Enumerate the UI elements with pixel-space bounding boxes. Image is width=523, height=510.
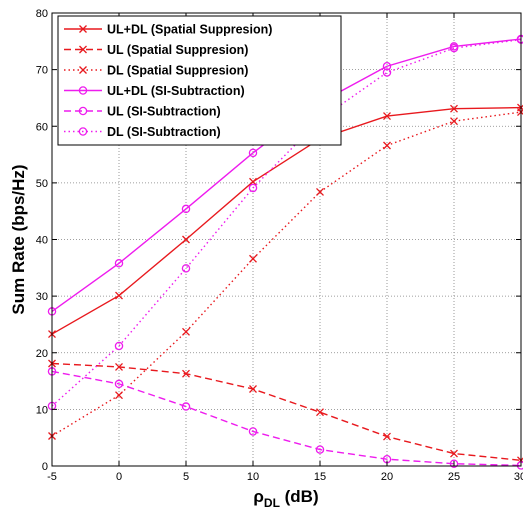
- legend-item: DL (Spatial Suppresion): [64, 64, 248, 78]
- legend-marker: [78, 127, 88, 136]
- x-marker-stroke: [383, 112, 391, 121]
- legend-item: DL (SI-Subtraction): [64, 125, 221, 139]
- y-axis-label: Sum Rate (bps/Hz): [9, 164, 28, 314]
- data-point: [316, 187, 324, 196]
- data-point: [450, 104, 458, 113]
- legend: UL+DL (Spatial Suppresion) UL (Spatial Su…: [57, 15, 342, 146]
- y-tick-label: 40: [36, 235, 48, 247]
- x-marker-stroke: [249, 177, 257, 186]
- data-point: [182, 327, 190, 336]
- data-point: [248, 148, 258, 158]
- x-marker-stroke: [249, 385, 257, 393]
- x-axis-label-unit: (dB): [280, 487, 319, 506]
- data-point: [450, 449, 458, 458]
- legend-marker: [79, 45, 87, 54]
- x-marker-stroke: [115, 362, 123, 371]
- y-tick-label: 70: [36, 65, 48, 77]
- x-marker-stroke: [450, 117, 458, 126]
- x-axis-label-subscript: DL: [264, 496, 280, 510]
- x-tick-label: 30: [514, 471, 523, 483]
- x-axis-label: ρDL (dB): [253, 487, 318, 510]
- x-marker-stroke: [450, 104, 458, 113]
- legend-label: DL (SI-Subtraction): [107, 125, 221, 139]
- y-tick-label: 10: [36, 404, 48, 416]
- data-point: [382, 68, 392, 77]
- x-tick-label: -5: [47, 471, 57, 483]
- series-line: [51, 370, 522, 467]
- y-tick-label: 0: [42, 461, 48, 473]
- data-point: [114, 259, 124, 268]
- data-point: [450, 117, 458, 126]
- x-marker-stroke: [316, 408, 324, 417]
- x-tick-label: 20: [381, 471, 393, 483]
- data-point: [449, 459, 459, 468]
- y-tick-label: 50: [36, 178, 48, 190]
- series-line: [51, 362, 522, 462]
- legend-item: UL+DL (Spatial Suppresion): [64, 23, 272, 37]
- data-point: [181, 264, 191, 273]
- legend-item: UL (Spatial Suppresion): [64, 43, 248, 57]
- data-point: [248, 183, 258, 193]
- data-point: [316, 408, 324, 417]
- x-marker-stroke: [249, 254, 257, 263]
- data-point: [115, 391, 123, 400]
- legend-box: [57, 15, 342, 146]
- legend-label: UL (Spatial Suppresion): [107, 43, 248, 57]
- x-marker-stroke: [182, 327, 190, 336]
- x-marker-stroke: [115, 391, 123, 400]
- x-tick-label: 0: [116, 471, 122, 483]
- y-tick-label: 20: [36, 348, 48, 360]
- x-marker-stroke: [450, 449, 458, 458]
- data-point: [182, 235, 190, 244]
- y-tick-label: 30: [36, 291, 48, 303]
- data-point: [181, 204, 191, 214]
- legend-marker: [79, 66, 87, 74]
- x-marker-stroke: [79, 45, 87, 54]
- data-point: [115, 291, 123, 300]
- data-point: [315, 445, 325, 454]
- x-marker-stroke: [316, 187, 324, 196]
- data-point: [249, 385, 257, 393]
- data-point: [449, 43, 459, 53]
- series-line: [51, 106, 522, 335]
- data-point: [383, 112, 391, 121]
- legend-label: UL+DL (SI-Subtraction): [107, 84, 245, 98]
- data-point: [383, 141, 391, 150]
- legend-label: UL (SI-Subtraction): [107, 105, 221, 119]
- x-marker-stroke: [383, 432, 391, 441]
- x-marker-stroke: [182, 369, 190, 378]
- x-tick-label: 25: [448, 471, 460, 483]
- legend-marker: [78, 106, 88, 116]
- data-point: [382, 61, 392, 71]
- x-marker-stroke: [79, 66, 87, 74]
- legend-marker: [79, 25, 87, 33]
- x-marker-stroke: [115, 291, 123, 300]
- x-tick-label: 10: [247, 471, 259, 483]
- x-marker-stroke: [79, 25, 87, 33]
- data-point: [383, 432, 391, 441]
- legend-item: UL+DL (SI-Subtraction): [64, 84, 245, 98]
- data-point: [249, 254, 257, 263]
- x-tick-label: 15: [314, 471, 326, 483]
- series-line: [51, 111, 522, 437]
- data-point: [115, 362, 123, 371]
- ticks: -505101520253001020304050607080: [36, 8, 523, 483]
- data-point: [248, 427, 258, 436]
- legend-label: UL+DL (Spatial Suppresion): [107, 23, 272, 37]
- data-point: [182, 369, 190, 378]
- x-marker-stroke: [182, 235, 190, 244]
- legend-marker: [78, 86, 88, 95]
- x-axis-label-main: ρ: [253, 487, 264, 506]
- legend-label: DL (Spatial Suppresion): [107, 64, 248, 78]
- x-tick-label: 5: [183, 471, 189, 483]
- data-point: [181, 402, 191, 411]
- data-point: [114, 379, 124, 389]
- y-tick-label: 60: [36, 121, 48, 133]
- x-marker-stroke: [383, 141, 391, 150]
- y-tick-label: 80: [36, 8, 48, 20]
- data-point: [114, 341, 124, 351]
- legend-item: UL (SI-Subtraction): [64, 105, 221, 119]
- data-point: [249, 177, 257, 186]
